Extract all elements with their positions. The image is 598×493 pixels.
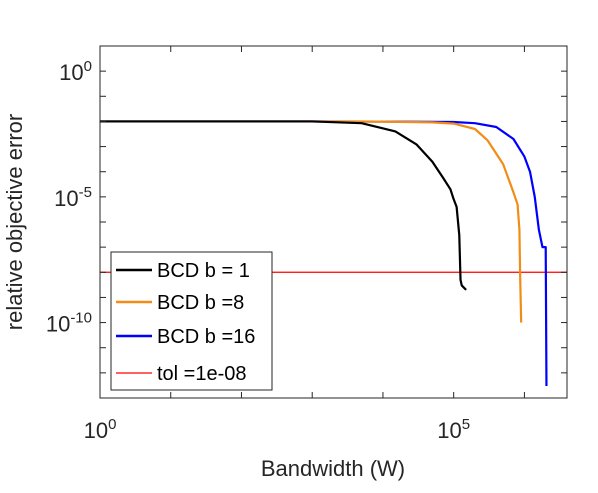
legend-box bbox=[110, 251, 273, 391]
legend-label-tol: tol =1e-08 bbox=[157, 363, 247, 385]
y-tick-label: 100 bbox=[59, 58, 92, 85]
legend-label-bcd-b-1: BCD b = 1 bbox=[157, 260, 250, 282]
legend-label-bcd-b-8: BCD b =8 bbox=[157, 292, 244, 314]
y-tick-label: 10-10 bbox=[46, 310, 92, 337]
x-axis-label: Bandwidth (W) bbox=[261, 456, 405, 481]
y-tick-label: 10-5 bbox=[54, 184, 92, 211]
y-axis-label: relative objective error bbox=[2, 114, 27, 330]
x-tick-label: 100 bbox=[84, 416, 117, 443]
legend-label-bcd-b-16: BCD b =16 bbox=[157, 326, 255, 348]
legend: BCD b = 1 BCD b =8 BCD b =16 tol =1e-08 bbox=[110, 251, 273, 391]
tick-layer: 100 105 100 10-5 10-10 bbox=[46, 45, 567, 443]
x-tick-label: 105 bbox=[437, 416, 470, 443]
series-line-0 bbox=[100, 120, 467, 291]
